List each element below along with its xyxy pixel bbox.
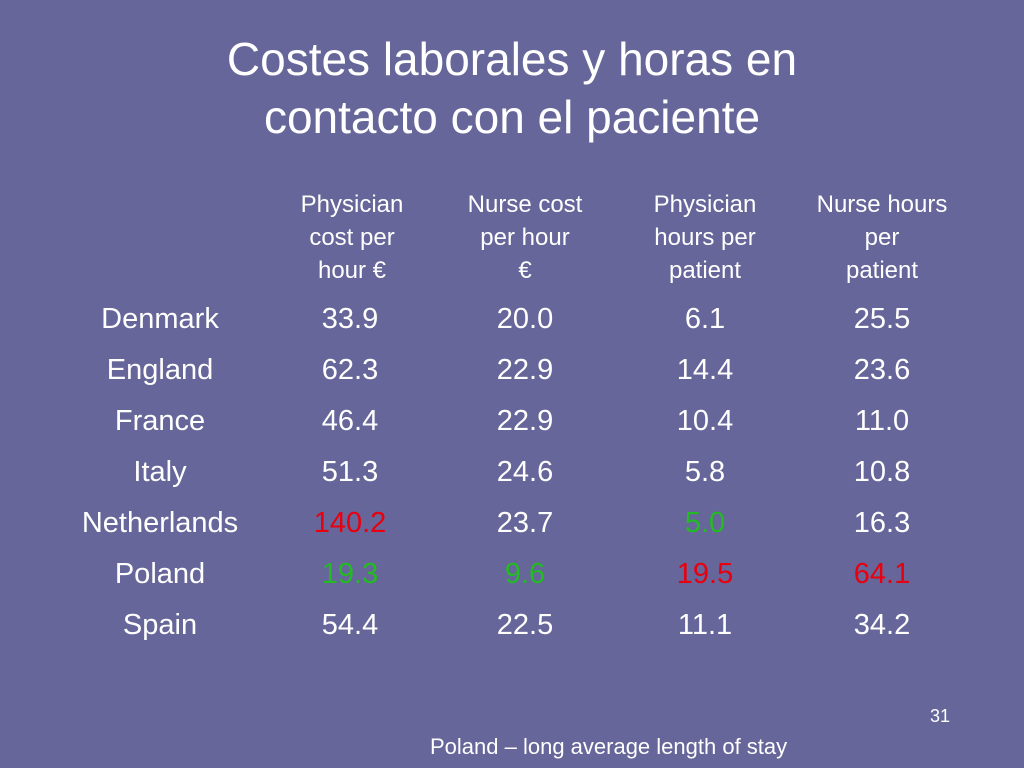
physician-cost-cell-highlighted: 19.3 bbox=[321, 558, 379, 590]
country-cell: Denmark bbox=[101, 303, 219, 335]
country-cell: England bbox=[106, 354, 214, 386]
physician-hours-cell: 6.1 bbox=[684, 303, 726, 335]
physician-hours-cell: 10.4 bbox=[676, 405, 734, 437]
table-row-netherlands: Netherlands 140.2 23.7 5.0 16.3 bbox=[0, 498, 1024, 549]
nurse-cost-cell: 24.6 bbox=[496, 456, 554, 488]
physician-hours-cell-highlighted: 19.5 bbox=[676, 558, 734, 590]
header-physician-cost: Physician cost per hour € bbox=[300, 191, 404, 284]
physician-hours-cell: 5.8 bbox=[684, 456, 726, 488]
title-line-1: Costes laborales y horas en bbox=[226, 33, 798, 85]
physician-hours-cell: 11.1 bbox=[677, 609, 733, 641]
header-nurse-cost: Nurse cost per hour € bbox=[467, 191, 583, 284]
nurse-cost-cell: 22.9 bbox=[496, 405, 554, 437]
country-cell: Italy bbox=[133, 456, 187, 488]
table-row-england: England 62.3 22.9 14.4 23.6 bbox=[0, 345, 1024, 396]
physician-cost-cell: 51.3 bbox=[321, 456, 379, 488]
nurse-hours-cell-highlighted: 64.1 bbox=[853, 558, 911, 590]
nurse-hours-cell: 25.5 bbox=[853, 303, 911, 335]
physician-cost-cell-highlighted: 140.2 bbox=[313, 507, 387, 539]
physician-cost-cell: 46.4 bbox=[321, 405, 379, 437]
table-row-italy: Italy 51.3 24.6 5.8 10.8 bbox=[0, 447, 1024, 498]
country-cell: Spain bbox=[122, 609, 198, 641]
country-cell: France bbox=[114, 405, 206, 437]
nurse-hours-cell: 34.2 bbox=[853, 609, 911, 641]
physician-cost-cell: 33.9 bbox=[321, 303, 379, 335]
nurse-hours-cell: 10.8 bbox=[853, 456, 911, 488]
nurse-hours-cell: 23.6 bbox=[853, 354, 911, 386]
physician-hours-cell-highlighted: 5.0 bbox=[684, 507, 726, 539]
country-cell: Netherlands bbox=[81, 507, 239, 539]
physician-cost-cell: 54.4 bbox=[321, 609, 379, 641]
table-row-poland: Poland 19.3 9.6 19.5 64.1 bbox=[0, 549, 1024, 600]
slide-number: 31 bbox=[930, 706, 951, 726]
nurse-cost-cell: 23.7 bbox=[496, 507, 554, 539]
header-nurse-hours: Nurse hours per patient bbox=[816, 191, 948, 284]
nurse-cost-cell: 22.5 bbox=[496, 609, 554, 641]
nurse-hours-cell: 11.0 bbox=[854, 405, 910, 437]
table-row-france: France 46.4 22.9 10.4 11.0 bbox=[0, 396, 1024, 447]
country-cell: Poland bbox=[114, 558, 206, 590]
title-line-2: contacto con el paciente bbox=[263, 91, 761, 143]
header-physician-hours: Physician hours per patient bbox=[653, 191, 757, 284]
footnote: Poland – long average length of stay bbox=[430, 734, 788, 759]
physician-hours-cell: 14.4 bbox=[676, 354, 734, 386]
nurse-cost-cell: 20.0 bbox=[496, 303, 554, 335]
table-row-spain: Spain 54.4 22.5 11.1 34.2 bbox=[0, 600, 1024, 651]
nurse-hours-cell: 16.3 bbox=[853, 507, 911, 539]
nurse-cost-cell: 22.9 bbox=[496, 354, 554, 386]
physician-cost-cell: 62.3 bbox=[321, 354, 379, 386]
slide-title: Costes laborales y horas en contacto con… bbox=[0, 30, 1024, 146]
table-row-denmark: Denmark 33.9 20.0 6.1 25.5 bbox=[0, 294, 1024, 345]
nurse-cost-cell-highlighted: 9.6 bbox=[504, 558, 546, 590]
